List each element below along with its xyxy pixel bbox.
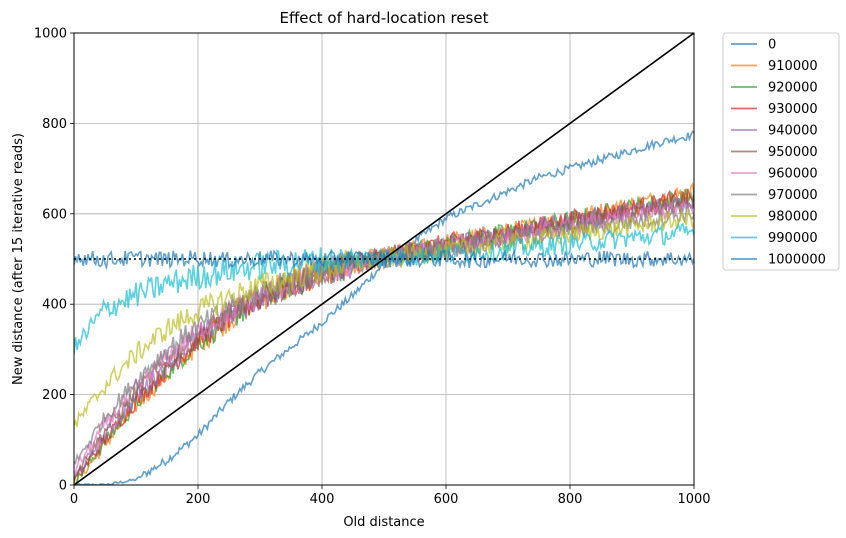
y-tick-label: 1000 bbox=[34, 27, 67, 42]
series-line-960000 bbox=[74, 198, 694, 475]
y-tick-label: 200 bbox=[42, 388, 67, 403]
legend-label-920000: 920000 bbox=[768, 81, 818, 96]
series-line-1000000 bbox=[74, 248, 694, 271]
legend-label-980000: 980000 bbox=[768, 210, 818, 225]
legend-label-960000: 960000 bbox=[768, 167, 818, 182]
legend-label-950000: 950000 bbox=[768, 145, 818, 160]
x-tick-label: 200 bbox=[186, 492, 211, 507]
legend-label-940000: 940000 bbox=[768, 124, 818, 139]
legend-label-970000: 970000 bbox=[768, 188, 818, 203]
legend: 0 910000 920000 930000 940000 950000 960000 970… bbox=[722, 32, 840, 271]
x-tick-label: 1000 bbox=[677, 492, 710, 507]
y-axis-ticks: 0 200 400 600 800 1000 bbox=[34, 27, 74, 494]
series-line-980000 bbox=[74, 208, 694, 427]
x-axis-label: Old distance bbox=[343, 515, 424, 530]
chart-title: Effect of hard-location reset bbox=[280, 9, 489, 27]
x-tick-label: 800 bbox=[558, 492, 583, 507]
legend-frame bbox=[722, 32, 840, 271]
x-tick-label: 0 bbox=[70, 492, 78, 507]
y-tick-label: 400 bbox=[42, 298, 67, 313]
y-tick-label: 0 bbox=[59, 479, 67, 494]
plot-frame bbox=[73, 32, 695, 486]
legend-label-930000: 930000 bbox=[768, 102, 818, 117]
x-tick-label: 400 bbox=[310, 492, 335, 507]
x-tick-label: 600 bbox=[434, 492, 459, 507]
x-axis-ticks: 0 200 400 600 800 1000 bbox=[70, 485, 711, 507]
series-line-990000 bbox=[74, 222, 694, 355]
legend-label-1000000: 1000000 bbox=[768, 253, 826, 268]
y-tick-label: 800 bbox=[42, 117, 67, 132]
y-tick-label: 600 bbox=[42, 207, 67, 222]
reference-lines bbox=[74, 33, 694, 485]
legend-label-990000: 990000 bbox=[768, 231, 818, 246]
y-axis-label: New distance (after 15 iterative reads) bbox=[11, 133, 26, 385]
series-layer bbox=[74, 130, 694, 485]
legend-label-910000: 910000 bbox=[768, 59, 818, 74]
legend-label-0: 0 bbox=[768, 38, 776, 53]
